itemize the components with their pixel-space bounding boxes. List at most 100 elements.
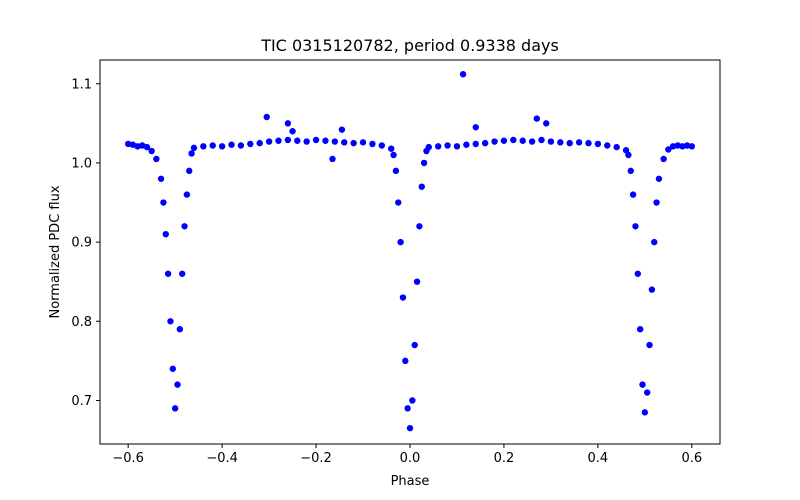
- data-point: [397, 238, 404, 246]
- data-point: [528, 138, 536, 145]
- data-point: [651, 238, 658, 246]
- data-point: [622, 147, 630, 154]
- data-point: [289, 128, 296, 135]
- data-point: [312, 136, 320, 144]
- data-point: [575, 139, 583, 146]
- data-point: [683, 142, 691, 149]
- data-point: [178, 270, 186, 277]
- data-point: [303, 138, 310, 145]
- data-point: [634, 270, 642, 277]
- data-point: [183, 191, 191, 198]
- data-point: [653, 199, 660, 206]
- y-tick-label: 0.8: [71, 315, 92, 330]
- data-point: [247, 140, 254, 148]
- data-point: [557, 139, 564, 146]
- data-point: [491, 138, 498, 145]
- x-axis-ticks: −0.6 −0.4 −0.2 0.0 0.2 0.4 0.6: [112, 444, 702, 466]
- data-point: [585, 139, 592, 147]
- plot-frame: [99, 59, 721, 445]
- y-tick-label: 0.9: [71, 236, 92, 251]
- data-point: [369, 140, 376, 148]
- x-tick-label: 0.0: [400, 451, 421, 466]
- y-axis-ticks: 0.7 0.8 0.9 1.0 1.1: [71, 77, 100, 409]
- data-point: [341, 139, 348, 146]
- y-tick-label: 1.1: [71, 77, 92, 92]
- x-tick-label: −0.4: [206, 451, 238, 466]
- data-point: [629, 191, 637, 198]
- data-point: [434, 143, 442, 150]
- data-point: [153, 155, 160, 163]
- data-point: [538, 136, 545, 144]
- data-point: [284, 136, 292, 144]
- y-axis-label: Normalized PDC flux: [48, 185, 63, 318]
- data-point: [613, 143, 620, 151]
- x-tick-label: 0.2: [494, 451, 515, 466]
- data-point: [402, 357, 409, 365]
- x-axis-label: Phase: [391, 474, 430, 489]
- data-point: [395, 199, 402, 206]
- y-tick-label: 1.0: [71, 156, 92, 171]
- data-point: [167, 318, 174, 325]
- data-point: [331, 138, 339, 145]
- data-point: [643, 389, 651, 396]
- data-point: [459, 71, 467, 78]
- data-point: [200, 143, 207, 150]
- data-point: [265, 138, 273, 145]
- data-point: [500, 137, 508, 144]
- data-point: [674, 142, 681, 149]
- data-point: [648, 286, 656, 293]
- data-point: [388, 145, 395, 152]
- data-point: [604, 142, 611, 149]
- data-point: [420, 159, 428, 167]
- data-point: [275, 137, 282, 144]
- data-point: [124, 140, 132, 148]
- data-point: [655, 175, 663, 182]
- data-point: [378, 142, 386, 149]
- data-point: [237, 142, 245, 149]
- data-point: [463, 141, 470, 148]
- data-point: [157, 175, 165, 182]
- data-point: [411, 341, 418, 349]
- data-point: [209, 142, 216, 149]
- data-point: [519, 137, 526, 144]
- x-tick-label: −0.2: [300, 451, 332, 466]
- data-point: [404, 405, 411, 412]
- data-point: [632, 223, 639, 230]
- data-point: [510, 136, 517, 144]
- data-points: [124, 71, 696, 432]
- data-point: [409, 397, 416, 404]
- data-point: [143, 143, 151, 151]
- data-point: [547, 138, 555, 145]
- data-point: [399, 294, 407, 301]
- x-tick-label: −0.6: [112, 451, 144, 466]
- data-point: [646, 341, 653, 349]
- x-tick-label: 0.6: [681, 451, 702, 466]
- data-point: [322, 137, 329, 144]
- data-point: [660, 155, 667, 163]
- data-point: [256, 139, 263, 147]
- data-point: [472, 140, 479, 148]
- data-point: [188, 150, 195, 157]
- data-point: [181, 223, 188, 230]
- data-point: [190, 144, 198, 152]
- x-tick-label: 0.4: [588, 451, 609, 466]
- data-point: [688, 143, 696, 150]
- data-point: [164, 270, 172, 277]
- y-tick-label: 0.7: [71, 394, 92, 409]
- data-point: [566, 139, 573, 147]
- data-point: [174, 381, 181, 388]
- data-point: [543, 120, 550, 127]
- data-point: [350, 139, 357, 147]
- data-point: [338, 126, 346, 133]
- data-point: [639, 381, 646, 388]
- data-point: [186, 167, 193, 175]
- data-point: [294, 137, 301, 144]
- data-point: [162, 230, 169, 238]
- data-point: [228, 141, 235, 148]
- data-point: [218, 143, 226, 150]
- data-point: [669, 143, 677, 150]
- chart-title: TIC 0315120782, period 0.9338 days: [260, 36, 559, 55]
- data-point: [413, 278, 421, 285]
